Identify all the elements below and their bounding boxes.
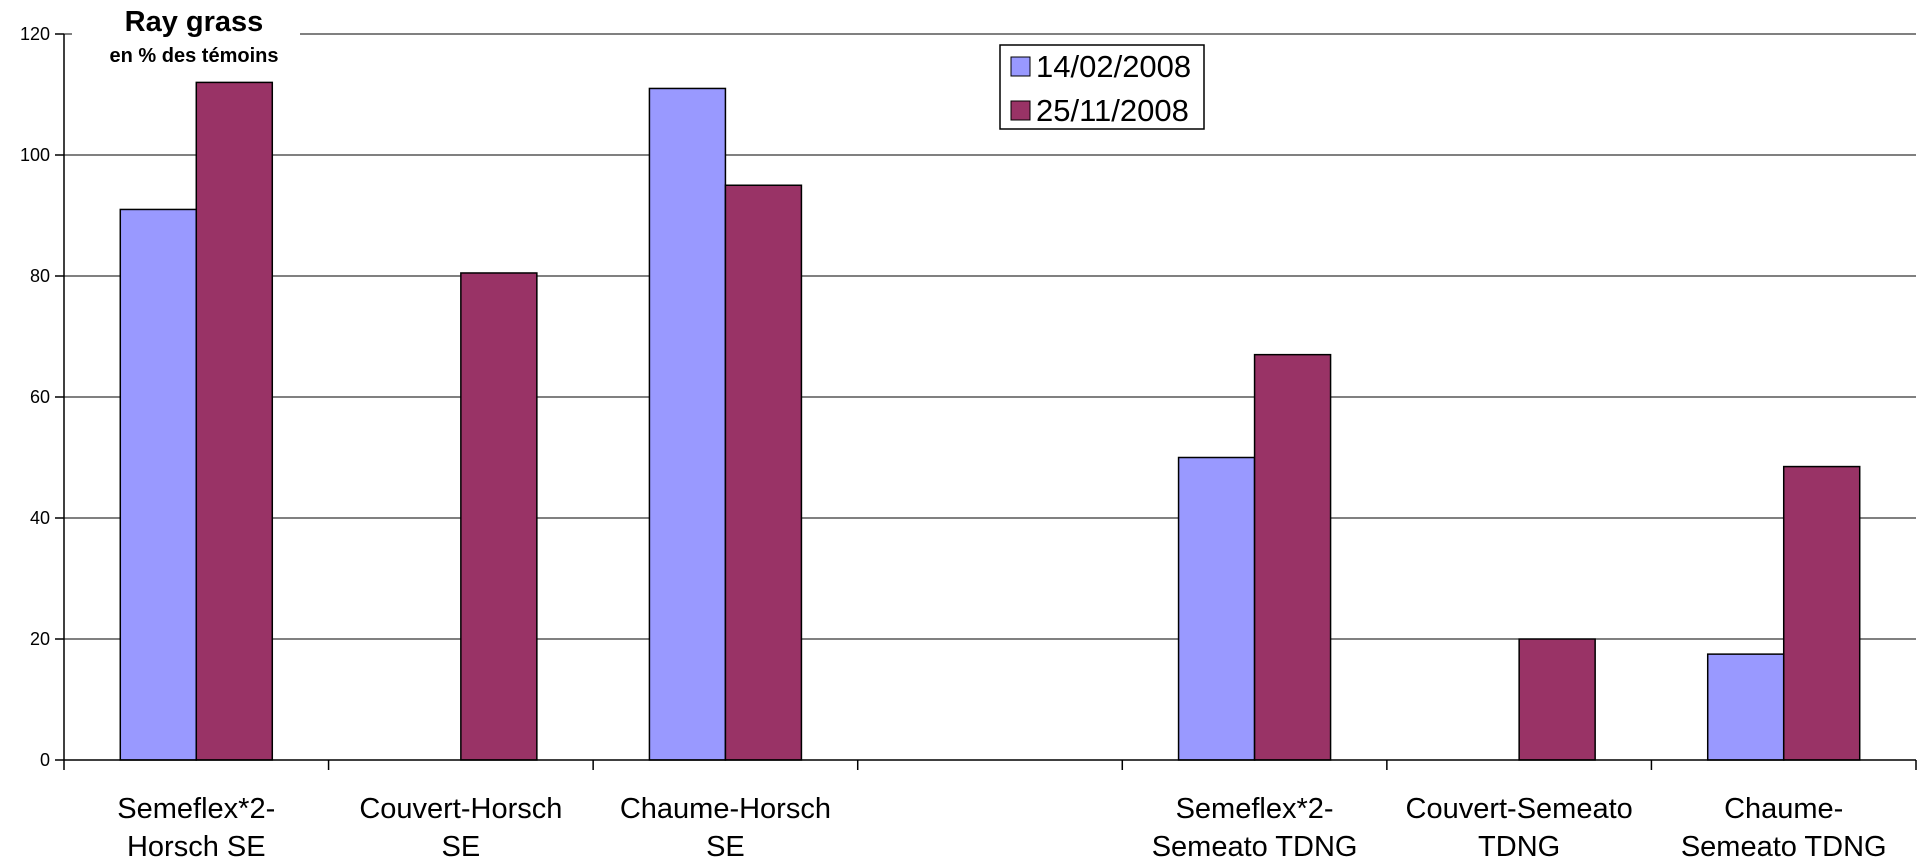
x-tick-label: Horsch SE (127, 831, 266, 860)
bar-series-2 (1782, 465, 1861, 761)
x-tick-label: Couvert-Semeato (1406, 793, 1633, 825)
chart-title-block: Ray grass en % des témoins (72, 0, 300, 72)
bar-series-2 (724, 184, 803, 761)
bar-series-1 (119, 208, 198, 761)
y-tick-label: 60 (30, 387, 50, 407)
legend-label-series-1: 14/02/2008 (1036, 49, 1191, 84)
bars (119, 81, 1861, 761)
y-tick-label: 100 (20, 145, 50, 165)
axes (55, 33, 1917, 770)
legend: 14/02/2008 25/11/2008 (999, 44, 1205, 130)
legend-swatch-series-2 (1010, 100, 1031, 121)
x-tick-label: Semeflex*2- (117, 793, 275, 825)
chart-subtitle: en % des témoins (110, 45, 279, 67)
bar-series-2 (1518, 638, 1596, 761)
chart-title: Ray grass (125, 6, 264, 38)
x-tick-label: TDNG (1478, 831, 1560, 860)
legend-box (999, 44, 1205, 130)
x-tick-label: Chaume- (1724, 793, 1843, 825)
y-tick-label: 20 (30, 629, 50, 649)
x-tick-label: Semeato TDNG (1681, 831, 1887, 860)
bar-series-1 (1706, 653, 1785, 761)
x-tick-label: Chaume-Horsch (620, 793, 831, 825)
x-tick-label: Semeflex*2- (1176, 793, 1334, 825)
bar-series-1 (648, 87, 727, 761)
x-tick-label: Semeato TDNG (1152, 831, 1358, 860)
x-tick-label: SE (442, 831, 481, 860)
x-tick-label: Couvert-Horsch (359, 793, 562, 825)
gridlines (64, 33, 1916, 640)
axis-labels: 0 20 40 60 80 100 120 Semeflex*2- Horsch SE Couve… (20, 24, 1887, 860)
bar-series-2 (1253, 353, 1332, 761)
y-tick-label: 40 (30, 508, 50, 528)
legend-swatch-series-1 (1010, 56, 1031, 77)
legend-label-series-2: 25/11/2008 (1036, 93, 1189, 128)
bar-series-1 (1177, 456, 1256, 761)
bar-series-2 (460, 272, 538, 761)
bar-series-2 (195, 81, 274, 761)
y-tick-label: 0 (40, 750, 50, 770)
x-tick-label: SE (706, 831, 745, 860)
y-tick-label: 120 (20, 24, 50, 44)
y-tick-label: 80 (30, 266, 50, 286)
